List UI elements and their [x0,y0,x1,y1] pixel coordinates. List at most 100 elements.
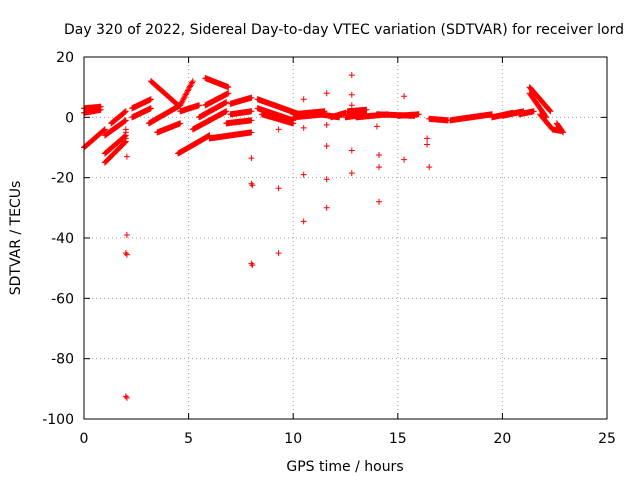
data-point [189,79,196,86]
x-tick-label: 5 [184,431,193,447]
outlier-point [348,72,355,79]
data-point [186,84,193,91]
outlier-point [122,135,129,142]
outlier-point [300,218,307,225]
data-point [178,99,185,106]
outlier-point [123,153,130,160]
y-tick-label: -40 [51,231,74,247]
data-point [122,139,129,146]
data-point [97,103,104,110]
outlier-point [123,232,130,238]
outlier-point [348,91,355,98]
outlier-point [323,90,330,97]
outlier-point [123,251,130,258]
outlier-point [323,204,330,211]
y-axis-label: SDTVAR / TECUs [8,181,24,296]
data-point [181,94,188,101]
outlier-point [123,394,130,401]
data-point [101,127,108,133]
outlier-point [348,170,355,177]
outlier-point [348,147,355,154]
outlier-point [323,176,330,183]
data-point [121,139,128,146]
x-tick-label: 10 [284,431,302,447]
outlier-point [376,198,382,205]
data-point [530,108,537,115]
axis-ticks: 0 5 10 15 20 25 -100 -80 -60 -40 -20 0 20 [42,50,616,447]
outlier-point [275,185,282,192]
outlier-point [424,135,431,142]
data-point [177,120,184,127]
x-tick-label: 20 [493,431,511,447]
data-point [187,82,194,89]
data-point [290,120,297,127]
data-point [100,127,107,134]
y-tick-label: -100 [42,412,74,428]
data-point [182,91,189,98]
data-point [180,95,187,102]
data-point [179,98,186,105]
data-point [196,102,203,109]
x-axis-label: GPS time / hours [286,459,403,475]
data-point [248,117,255,124]
data-point [183,90,190,97]
y-tick-label: 20 [56,50,74,66]
data-point [225,84,232,91]
data-point [184,87,191,94]
outlier-point [424,141,431,148]
outlier-point [373,123,380,130]
data-point [188,80,195,87]
outlier-point [300,171,307,178]
outlier-point [426,164,433,171]
outlier-point [249,262,256,269]
outlier-point [376,164,382,171]
x-tick-label: 25 [598,431,616,447]
x-tick-label: 15 [389,431,407,447]
data-point [182,92,189,99]
data-points [81,72,567,401]
outlier-point [323,121,330,128]
data-point [225,90,232,97]
outlier-point [300,124,307,131]
data-point [122,117,129,124]
outlier-point [401,156,408,163]
data-point [180,96,186,103]
x-tick-label: 0 [80,431,89,447]
data-point [248,94,255,101]
outlier-point [122,129,129,136]
outlier-point [348,102,355,109]
data-point [559,128,566,135]
data-point [147,96,154,103]
data-point [189,78,196,85]
data-point [122,108,129,115]
data-point [122,108,129,115]
data-point [546,107,553,114]
data-point [560,129,567,136]
data-point [248,129,255,136]
data-point [223,108,230,115]
outlier-point [275,250,282,257]
data-point [177,100,184,107]
data-point [187,83,193,90]
outlier-point [376,152,382,158]
outlier-point [401,93,408,100]
data-point [363,106,370,113]
data-point [415,111,422,118]
y-tick-label: -80 [51,352,74,368]
outlier-point [248,155,255,162]
data-point [177,102,184,109]
chart-title: Day 320 of 2022, Sidereal Day-to-day VTE… [64,22,624,38]
data-point [248,108,255,115]
data-point [174,101,181,108]
outlier-point [249,182,256,189]
outlier-point [300,96,307,103]
data-point [547,108,554,115]
y-tick-label: -60 [51,291,74,307]
data-point [147,105,154,112]
data-point [184,88,191,95]
data-point [101,126,108,133]
data-point [223,99,230,106]
y-tick-label: -20 [51,171,74,187]
